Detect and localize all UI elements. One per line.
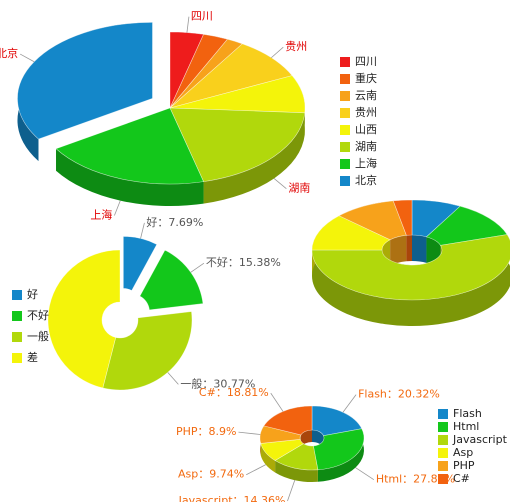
legend-swatch: [12, 290, 22, 300]
legend-swatch: [12, 332, 22, 342]
slice: [311, 405, 363, 437]
slice: [17, 22, 153, 140]
legend-swatch: [12, 311, 22, 321]
label-leader: [114, 200, 121, 216]
slice: [102, 311, 193, 391]
slice-label: Asp：9.74%: [178, 468, 244, 481]
legend-label: Javascript: [452, 433, 508, 446]
label-leader: [273, 178, 287, 189]
legend-swatch: [340, 159, 350, 169]
legend-swatch: [12, 353, 22, 363]
slice: [55, 107, 205, 185]
slice-inner-side: [300, 430, 312, 447]
legend-label: 山西: [355, 123, 377, 136]
slice-label: 上海: [90, 208, 112, 222]
slice-label: 北京: [0, 46, 18, 60]
slice: [47, 249, 121, 389]
label-leader: [238, 431, 261, 435]
slice-label: 贵州: [285, 40, 307, 53]
legend-swatch: [438, 435, 448, 445]
legend-label: 差: [27, 350, 38, 364]
slice-side: [260, 443, 276, 473]
legend-label: PHP: [453, 459, 475, 472]
legend-label: 云南: [355, 89, 377, 102]
legend-label: 一般: [27, 330, 49, 343]
slice: [123, 236, 158, 291]
legend-swatch: [340, 108, 350, 118]
legend-swatch: [340, 74, 350, 84]
slice-label: 一般：30.77%: [180, 377, 255, 390]
legend-label: 北京: [355, 173, 377, 187]
label-leader: [186, 16, 190, 33]
slice-inner-side: [406, 235, 412, 262]
slice-side: [312, 234, 510, 326]
label-leader: [167, 372, 179, 385]
slice-label: 好：7.69%: [146, 215, 203, 229]
slice-label: C#：18.81%: [199, 386, 269, 399]
legend-label: 四川: [355, 55, 377, 68]
slice-label: PHP：8.9%: [176, 425, 236, 438]
legend-label: 重庆: [355, 71, 377, 85]
legend-label: Html: [453, 420, 479, 433]
legend-swatch: [340, 176, 350, 186]
slice-inner-side: [390, 235, 407, 266]
legend-label: Flash: [453, 407, 482, 420]
legend-label: 好: [27, 287, 38, 301]
slice-side: [56, 148, 204, 206]
slice-inner-side: [412, 235, 427, 263]
label-leader: [287, 480, 296, 502]
slice-label: Flash：20.32%: [358, 388, 440, 401]
legend-label: Asp: [453, 446, 473, 459]
legend-swatch: [438, 409, 448, 419]
legend-swatch: [438, 422, 448, 432]
slice: [169, 107, 306, 182]
legend-swatch: [438, 474, 448, 484]
slice-label: Html：27.88%: [376, 473, 455, 486]
legend-label: 贵州: [355, 106, 377, 119]
label-leader: [270, 392, 284, 412]
legend-swatch: [340, 142, 350, 152]
label-leader: [190, 262, 205, 273]
slice: [392, 199, 413, 236]
label-leader: [355, 467, 375, 481]
legend-swatch: [340, 57, 350, 67]
legend-swatch: [438, 461, 448, 471]
legend-swatch: [340, 91, 350, 101]
legend-label: 上海: [355, 156, 377, 170]
slice: [139, 249, 204, 311]
slice: [311, 234, 510, 301]
slice-side: [203, 112, 305, 204]
label-leader: [246, 464, 266, 476]
label-leader: [19, 53, 35, 63]
slice: [313, 428, 365, 471]
label-leader: [271, 46, 284, 59]
label-leader: [342, 394, 357, 413]
slice-label: 湖南: [288, 182, 310, 195]
legend-label: 不好: [27, 308, 49, 322]
slice: [311, 215, 391, 251]
legend-swatch: [438, 448, 448, 458]
legend-label: C#: [453, 472, 470, 485]
slice-label: 不好：15.38%: [206, 255, 281, 269]
legend-swatch: [340, 125, 350, 135]
slice: [263, 405, 313, 436]
slice-label: Javascript：14.36%: [178, 494, 286, 502]
slice-label: 四川: [191, 10, 213, 23]
legend-label: 湖南: [355, 140, 377, 153]
label-leader: [140, 222, 145, 239]
slice: [425, 205, 508, 246]
